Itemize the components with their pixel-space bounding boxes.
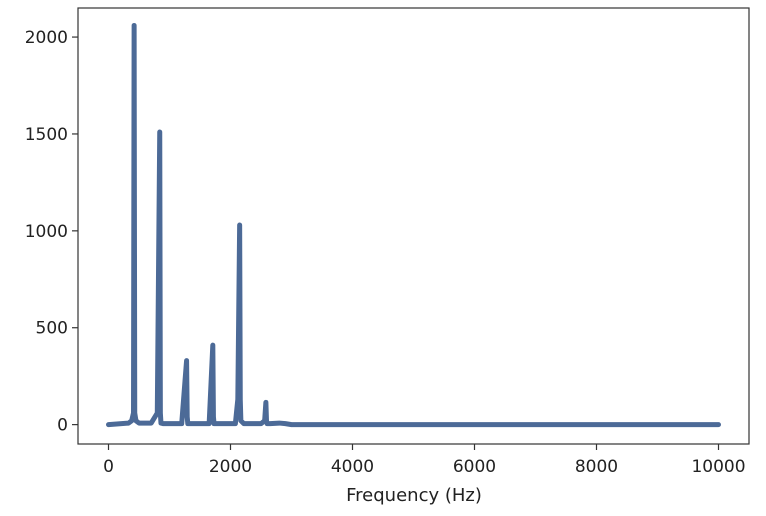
y-tick-label-4: 1500: [25, 125, 68, 145]
x-tick-label-4: 6000: [453, 457, 496, 477]
x-tick-label-1: 0: [103, 457, 114, 477]
y-tick-label-5: 2000: [25, 28, 68, 48]
plot-frame: [77, 7, 750, 445]
tick-layer: 0 2000 4000 6000 8000 10000 0 500 1000 1500 2000: [25, 28, 746, 477]
x-tick-label-6: 10000: [691, 457, 745, 477]
y-tick-label-3: 1000: [25, 222, 68, 242]
series-line-1: [106, 22, 721, 428]
series-layer: [106, 22, 721, 428]
y-tick-label-2: 500: [36, 319, 68, 339]
x-tick-label-5: 8000: [575, 457, 618, 477]
x-tick-label-2: 2000: [209, 457, 252, 477]
y-tick-label-1: 0: [57, 416, 68, 436]
x-axis-label: Frequency (Hz): [346, 485, 482, 506]
x-tick-label-3: 4000: [331, 457, 374, 477]
